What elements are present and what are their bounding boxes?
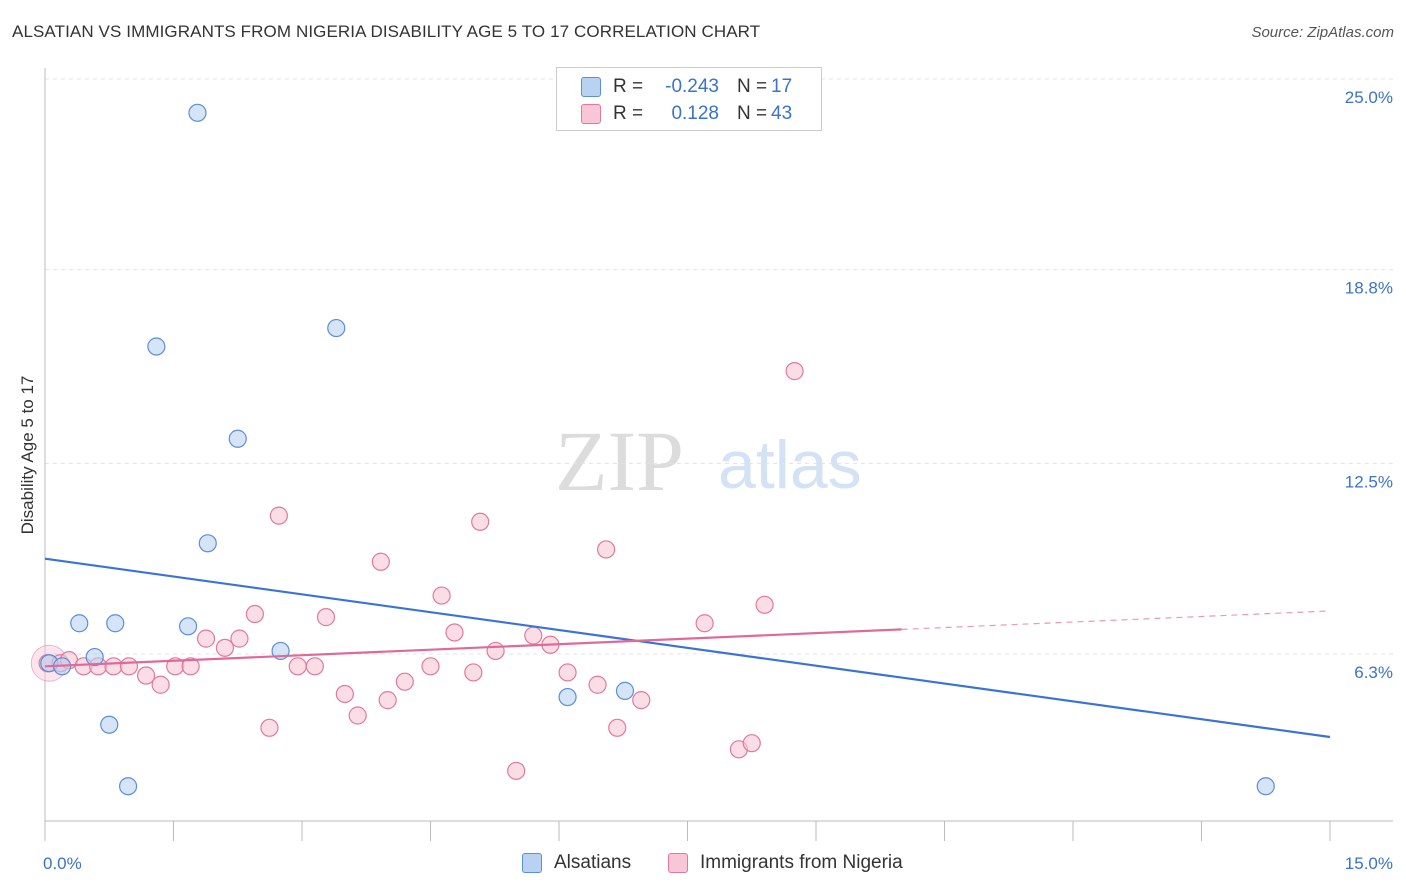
nigeria-point xyxy=(588,675,607,694)
legend-label-nigeria: Immigrants from Nigeria xyxy=(700,852,903,873)
nigeria-point xyxy=(632,691,651,710)
legend-r-value: 0.128 xyxy=(671,103,719,124)
nigeria-point xyxy=(371,552,390,571)
nigeria-point xyxy=(181,657,200,676)
alsatians-point xyxy=(1256,777,1275,796)
y-axis-label: Disability Age 5 to 17 xyxy=(18,375,37,535)
nigeria-point xyxy=(486,641,505,661)
nigeria-point xyxy=(348,706,367,725)
watermark-atlas: atlas xyxy=(718,427,862,503)
nigeria-point xyxy=(524,626,543,645)
nigeria-point xyxy=(742,734,761,753)
legend-item-nigeria: Immigrants from Nigeria xyxy=(668,852,903,874)
nigeria-point xyxy=(608,718,627,737)
nigeria-point xyxy=(695,614,714,633)
trend-lines xyxy=(44,557,1331,739)
legend-row-nigeria: R = 0.128 N = 43 xyxy=(581,101,792,127)
legend-n-label: N = xyxy=(737,103,768,124)
nigeria-point xyxy=(395,672,414,691)
legend-r-label: R = xyxy=(613,76,644,97)
source-label: Source: ZipAtlas.com xyxy=(1251,24,1394,41)
legend-swatch-alsatians xyxy=(522,853,542,873)
nigeria-point xyxy=(471,512,490,531)
nigeria-point xyxy=(597,540,616,559)
nigeria-point xyxy=(245,604,264,624)
nigeria-point xyxy=(230,629,249,648)
y-tick-label: 6.3% xyxy=(1354,663,1393,682)
alsatians-point xyxy=(228,429,247,448)
alsatians-point xyxy=(147,337,166,356)
alsatians-point xyxy=(327,318,346,338)
nigeria-point xyxy=(378,691,397,710)
alsatians-point xyxy=(70,614,89,633)
alsatians-point xyxy=(615,681,635,700)
nigeria-point xyxy=(785,362,804,381)
nigeria-point xyxy=(464,663,483,682)
legend-r-value: -0.243 xyxy=(665,76,719,97)
nigeria-point xyxy=(119,657,139,676)
nigeria-trend-line xyxy=(44,628,902,668)
nigeria-point xyxy=(432,586,451,605)
legend-r-label: R = xyxy=(613,103,644,124)
alsatians-point xyxy=(188,103,207,122)
y-tick-label: 25.0% xyxy=(1345,88,1393,107)
nigeria-point xyxy=(335,684,354,704)
chart-title: ALSATIAN VS IMMIGRANTS FROM NIGERIA DISA… xyxy=(12,22,761,41)
alsatians-point xyxy=(106,614,125,633)
legend-label-alsatians: Alsatians xyxy=(554,852,632,873)
nigeria-point xyxy=(215,638,234,657)
nigeria-point xyxy=(421,657,440,676)
nigeria-point xyxy=(288,657,307,676)
legend-item-alsatians: Alsatians xyxy=(522,852,631,874)
x-tick-label: 0.0% xyxy=(43,854,82,873)
nigeria-point xyxy=(755,595,774,614)
correlation-legend: R = -0.243 N = 17 R = 0.128 N = 43 xyxy=(556,67,822,131)
nigeria-trend-extension xyxy=(901,610,1331,631)
nigeria-point xyxy=(104,657,123,676)
nigeria-point xyxy=(260,718,279,737)
tick-labels: 6.3% 12.5% 18.8% 25.0% 0.0% 15.0% xyxy=(43,88,1393,873)
alsatians-point xyxy=(85,647,104,667)
nigeria-point xyxy=(151,675,170,694)
data-points xyxy=(30,103,1275,796)
y-tick-label: 12.5% xyxy=(1345,472,1393,491)
alsatians-point xyxy=(118,777,138,796)
nigeria-point xyxy=(558,663,577,682)
alsatians-point xyxy=(198,534,217,553)
gridlines xyxy=(45,78,1393,655)
alsatians-trend-line xyxy=(44,557,1331,739)
x-tick-label: 15.0% xyxy=(1345,854,1393,873)
legend-n-value: 43 xyxy=(771,103,793,124)
legend-swatch-nigeria xyxy=(668,853,688,873)
legend-swatch-alsatians xyxy=(581,77,601,97)
alsatians-point xyxy=(558,687,577,707)
nigeria-point xyxy=(136,666,156,685)
y-tick-label: 18.8% xyxy=(1345,279,1393,298)
nigeria-point xyxy=(269,506,288,525)
legend-swatch-nigeria xyxy=(581,104,601,124)
nigeria-point xyxy=(196,629,216,648)
legend-n-value: 17 xyxy=(771,76,793,97)
alsatians-point xyxy=(100,715,119,734)
nigeria-point xyxy=(305,657,324,676)
axes xyxy=(44,68,1393,841)
alsatians-point xyxy=(178,617,198,636)
nigeria-point xyxy=(316,608,336,627)
series-legend: Alsatians Immigrants from Nigeria xyxy=(0,852,1406,878)
legend-row-alsatians: R = -0.243 N = 17 xyxy=(581,74,792,100)
nigeria-point xyxy=(507,761,526,780)
legend-n-label: N = xyxy=(737,76,768,97)
watermark-zip: ZIP xyxy=(555,413,684,509)
nigeria-point xyxy=(445,623,464,642)
